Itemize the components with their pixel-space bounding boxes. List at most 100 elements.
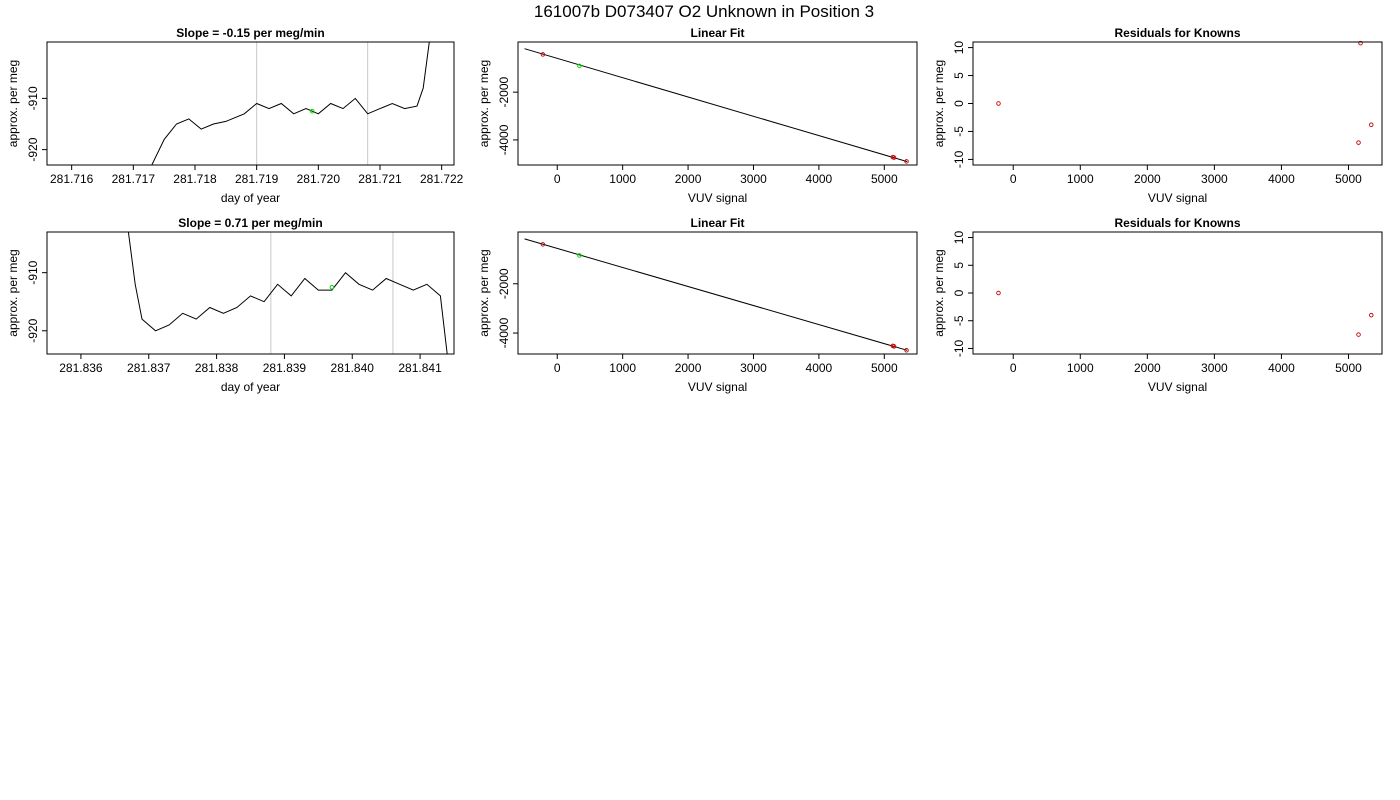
y-tick-label: 10	[952, 41, 966, 55]
plot-frame	[46, 231, 455, 355]
plot-frame	[517, 231, 918, 355]
x-tick-label: 2000	[675, 361, 702, 375]
chart-panel-fit-top: Linear Fit 0 1000 2000 3000 4000 5000 -4000 -200…	[477, 26, 918, 205]
y-tick-label: -910	[26, 86, 40, 110]
fit-line	[524, 238, 908, 351]
x-axis-label: VUV signal	[1148, 380, 1207, 394]
chart-panel-slope-top: Slope = -0.15 per meg/min 281.716 281.717 2…	[6, 26, 464, 205]
known-point	[540, 52, 546, 57]
known-point	[540, 242, 546, 247]
chart-panels: Slope = -0.15 per meg/min 281.716 281.717 2…	[6, 26, 1383, 394]
y-axis-label: approx. per meg	[477, 60, 491, 147]
x-tick-label: 5000	[871, 172, 898, 186]
data-series-line	[151, 42, 430, 165]
x-tick-label: 2000	[1134, 361, 1161, 375]
x-axis-label: day of year	[221, 191, 280, 205]
x-tick-label: 0	[1010, 172, 1017, 186]
known-point	[1369, 312, 1374, 318]
x-tick-label: 4000	[806, 361, 833, 375]
x-tick-label: 281.838	[195, 361, 239, 375]
x-axis-label: VUV signal	[688, 380, 747, 394]
mean-marker-point	[329, 284, 335, 290]
x-tick-label: 5000	[1335, 361, 1362, 375]
x-tick-label: 3000	[1201, 361, 1228, 375]
y-tick-label: -2000	[497, 76, 511, 107]
y-tick-label: -910	[26, 260, 40, 284]
known-point	[1358, 40, 1363, 46]
chart-panel-resid-bottom: Residuals for Knowns 0 1000 2000 3000 4000 500…	[932, 216, 1383, 394]
chart-title: Linear Fit	[690, 216, 744, 230]
known-point	[1369, 122, 1374, 127]
x-tick-label: 4000	[806, 172, 833, 186]
plot-frame	[972, 41, 1383, 166]
fit-line	[524, 48, 908, 163]
x-tick-label: 3000	[1201, 172, 1228, 186]
known-point	[904, 159, 909, 164]
chart-title: Linear Fit	[690, 26, 744, 40]
y-tick-label: -2000	[497, 268, 511, 299]
unknown-point	[577, 253, 582, 258]
known-point	[996, 101, 1001, 106]
y-tick-label: -920	[26, 137, 40, 161]
known-point	[1356, 332, 1361, 337]
y-tick-label: -920	[26, 318, 40, 342]
x-tick-label: 1000	[1067, 172, 1094, 186]
mean-marker-point	[309, 108, 315, 114]
x-tick-label: 3000	[740, 361, 767, 375]
x-tick-label: 4000	[1268, 172, 1295, 186]
x-tick-label: 281.840	[331, 361, 375, 375]
chart-title: Residuals for Knowns	[1114, 26, 1240, 40]
y-tick-label: 5	[952, 262, 966, 269]
x-tick-label: 281.720	[297, 172, 341, 186]
x-tick-label: 0	[1010, 361, 1017, 375]
data-series-line	[127, 232, 448, 354]
y-tick-label: -4000	[497, 317, 511, 348]
plot-frame	[517, 41, 918, 166]
x-tick-label: 281.716	[50, 172, 94, 186]
x-axis-label: VUV signal	[1148, 191, 1207, 205]
y-tick-label: 0	[952, 100, 966, 107]
known-point	[891, 344, 897, 349]
y-tick-label: -5	[952, 126, 966, 137]
y-tick-label: -10	[952, 150, 966, 168]
plot-frame	[46, 41, 455, 166]
x-tick-label: 281.836	[59, 361, 103, 375]
chart-title: Slope = 0.71 per meg/min	[178, 216, 322, 230]
y-tick-label: -4000	[497, 124, 511, 155]
x-tick-label: 281.841	[398, 361, 442, 375]
x-axis-label: VUV signal	[688, 191, 747, 205]
chart-panel-fit-bottom: Linear Fit 0 1000 2000 3000 4000 5000 -4000 -200…	[477, 216, 918, 394]
unknown-point	[577, 63, 582, 69]
x-tick-label: 2000	[675, 172, 702, 186]
known-point	[1356, 140, 1361, 145]
x-tick-label: 281.718	[173, 172, 217, 186]
x-tick-label: 5000	[871, 361, 898, 375]
y-axis-label: approx. per meg	[477, 249, 491, 336]
known-point	[996, 290, 1001, 296]
y-tick-label: -10	[952, 339, 966, 357]
y-axis-label: approx. per meg	[932, 60, 946, 147]
known-point	[891, 155, 897, 160]
x-tick-label: 281.839	[263, 361, 307, 375]
x-tick-label: 5000	[1335, 172, 1362, 186]
x-tick-label: 1000	[1067, 361, 1094, 375]
y-tick-label: 0	[952, 289, 966, 296]
plot-frame	[972, 231, 1383, 355]
chart-panel-resid-top: Residuals for Knowns 0 1000 2000 3000 4000 500…	[932, 26, 1383, 205]
x-tick-label: 4000	[1268, 361, 1295, 375]
x-tick-label: 281.719	[235, 172, 279, 186]
y-axis-label: approx. per meg	[6, 60, 20, 147]
x-tick-label: 281.837	[127, 361, 171, 375]
y-axis-label: approx. per meg	[6, 249, 20, 336]
x-tick-label: 281.722	[420, 172, 464, 186]
y-tick-label: 10	[952, 231, 966, 245]
x-tick-label: 1000	[609, 361, 636, 375]
chart-panel-slope-bottom: Slope = 0.71 per meg/min 281.836 281.837 28…	[6, 216, 455, 394]
x-axis-label: day of year	[221, 380, 280, 394]
y-tick-label: 5	[952, 72, 966, 79]
page-title: 161007b D073407 O2 Unknown in Position 3	[534, 2, 874, 21]
x-tick-label: 0	[554, 172, 561, 186]
x-tick-label: 2000	[1134, 172, 1161, 186]
x-tick-label: 3000	[740, 172, 767, 186]
